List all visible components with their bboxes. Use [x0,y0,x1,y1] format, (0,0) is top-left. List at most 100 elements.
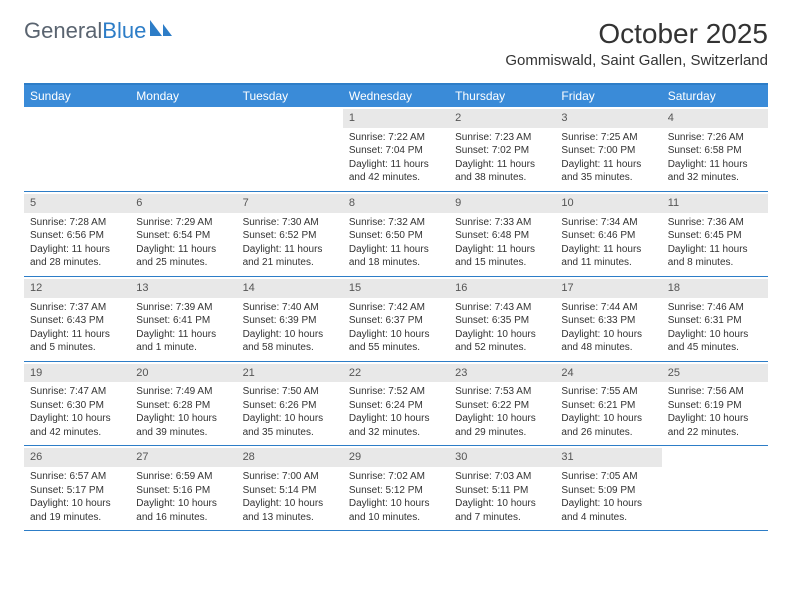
weekday-header: Saturday [662,85,768,107]
sunrise-text: Sunrise: 7:23 AM [455,131,549,145]
sunset-text: Sunset: 6:30 PM [30,399,124,413]
day-cell: 20Sunrise: 7:49 AMSunset: 6:28 PMDayligh… [130,362,236,446]
sunrise-text: Sunrise: 7:53 AM [455,385,549,399]
day-number: 23 [449,364,555,383]
day-number: 21 [237,364,343,383]
daylight-text: Daylight: 10 hours and 48 minutes. [561,328,655,355]
day-cell: 17Sunrise: 7:44 AMSunset: 6:33 PMDayligh… [555,277,661,361]
day-cell: 18Sunrise: 7:46 AMSunset: 6:31 PMDayligh… [662,277,768,361]
sunset-text: Sunset: 6:28 PM [136,399,230,413]
daylight-text: Daylight: 11 hours and 32 minutes. [668,158,762,185]
empty-cell [24,107,130,191]
week-row: 26Sunrise: 6:57 AMSunset: 5:17 PMDayligh… [24,446,768,531]
day-number: 8 [343,194,449,213]
day-cell: 21Sunrise: 7:50 AMSunset: 6:26 PMDayligh… [237,362,343,446]
day-cell: 12Sunrise: 7:37 AMSunset: 6:43 PMDayligh… [24,277,130,361]
sunset-text: Sunset: 6:24 PM [349,399,443,413]
sunset-text: Sunset: 6:43 PM [30,314,124,328]
daylight-text: Daylight: 10 hours and 4 minutes. [561,497,655,524]
day-number: 26 [24,448,130,467]
sunrise-text: Sunrise: 7:26 AM [668,131,762,145]
sunrise-text: Sunrise: 7:05 AM [561,470,655,484]
sunrise-text: Sunrise: 7:43 AM [455,301,549,315]
sunrise-text: Sunrise: 7:29 AM [136,216,230,230]
sunrise-text: Sunrise: 7:32 AM [349,216,443,230]
daylight-text: Daylight: 10 hours and 19 minutes. [30,497,124,524]
day-number: 7 [237,194,343,213]
daylight-text: Daylight: 11 hours and 8 minutes. [668,243,762,270]
sunset-text: Sunset: 6:48 PM [455,229,549,243]
logo: GeneralBlue [24,18,174,44]
weeks-container: 1Sunrise: 7:22 AMSunset: 7:04 PMDaylight… [24,107,768,531]
daylight-text: Daylight: 11 hours and 25 minutes. [136,243,230,270]
day-number: 15 [343,279,449,298]
daylight-text: Daylight: 11 hours and 15 minutes. [455,243,549,270]
day-cell: 19Sunrise: 7:47 AMSunset: 6:30 PMDayligh… [24,362,130,446]
daylight-text: Daylight: 10 hours and 52 minutes. [455,328,549,355]
sunrise-text: Sunrise: 7:49 AM [136,385,230,399]
sunset-text: Sunset: 6:41 PM [136,314,230,328]
day-cell: 14Sunrise: 7:40 AMSunset: 6:39 PMDayligh… [237,277,343,361]
sunrise-text: Sunrise: 6:57 AM [30,470,124,484]
daylight-text: Daylight: 10 hours and 29 minutes. [455,412,549,439]
week-row: 12Sunrise: 7:37 AMSunset: 6:43 PMDayligh… [24,277,768,362]
logo-general: General [24,18,102,44]
empty-cell [237,107,343,191]
sunrise-text: Sunrise: 7:50 AM [243,385,337,399]
day-cell: 8Sunrise: 7:32 AMSunset: 6:50 PMDaylight… [343,192,449,276]
weekday-header: Thursday [449,85,555,107]
day-number: 19 [24,364,130,383]
day-number: 2 [449,109,555,128]
sunset-text: Sunset: 6:56 PM [30,229,124,243]
daylight-text: Daylight: 11 hours and 5 minutes. [30,328,124,355]
sunset-text: Sunset: 7:02 PM [455,144,549,158]
sunrise-text: Sunrise: 7:03 AM [455,470,549,484]
day-number: 16 [449,279,555,298]
day-cell: 24Sunrise: 7:55 AMSunset: 6:21 PMDayligh… [555,362,661,446]
sunset-text: Sunset: 6:39 PM [243,314,337,328]
daylight-text: Daylight: 10 hours and 26 minutes. [561,412,655,439]
day-number: 10 [555,194,661,213]
day-number: 17 [555,279,661,298]
sunset-text: Sunset: 6:37 PM [349,314,443,328]
day-cell: 3Sunrise: 7:25 AMSunset: 7:00 PMDaylight… [555,107,661,191]
sunrise-text: Sunrise: 6:59 AM [136,470,230,484]
day-cell: 10 Sunrise: 7:34 AMSunset: 6:46 PMDayligh… [555,192,661,276]
weekday-header: Sunday [24,85,130,107]
sunset-text: Sunset: 7:00 PM [561,144,655,158]
daylight-text: Daylight: 11 hours and 35 minutes. [561,158,655,185]
day-number: 18 [662,279,768,298]
sunset-text: Sunset: 6:46 PM [561,229,655,243]
day-cell: 2Sunrise: 7:23 AMSunset: 7:02 PMDaylight… [449,107,555,191]
week-row: 19 Sunrise: 7:47 AMSunset: 6:30 PM Dayligh… [24,362,768,447]
day-number: 27 [130,448,236,467]
sunset-text: Sunset: 6:31 PM [668,314,762,328]
week-row: 5Sunrise: 7:28 AMSunset: 6:56 PMDaylight… [24,192,768,277]
day-number: 3 [555,109,661,128]
day-cell: 1Sunrise: 7:22 AMSunset: 7:04 PMDaylight… [343,107,449,191]
sunrise-text: Sunrise: 7:46 AM [668,301,762,315]
title-block: October 2025 Gommiswald, Saint Gallen, S… [505,18,768,69]
sunrise-text: Sunrise: 7:44 AM [561,301,655,315]
day-number: 13 [130,279,236,298]
day-number: 6 [130,194,236,213]
daylight-text: Daylight: 10 hours and 22 minutes. [668,412,762,439]
sunset-text: Sunset: 6:52 PM [243,229,337,243]
day-number: 1 [343,109,449,128]
day-number: 31 [555,448,661,467]
day-cell: 27Sunrise: 6:59 AMSunset: 5:16 PMDayligh… [130,446,236,530]
day-cell: 11Sunrise: 7:36 AMSunset: 6:45 PMDayligh… [662,192,768,276]
sunrise-text: Sunrise: 7:47 AM [30,385,124,399]
logo-sail-icon [148,18,174,44]
day-cell: 16Sunrise: 7:43 AMSunset: 6:35 PMDayligh… [449,277,555,361]
sunset-text: Sunset: 5:12 PM [349,484,443,498]
daylight-text: Daylight: 11 hours and 11 minutes. [561,243,655,270]
sunrise-text: Sunrise: 7:34 AM [561,216,655,230]
sunset-text: Sunset: 5:17 PM [30,484,124,498]
day-number: 14 [237,279,343,298]
day-number: 22 [343,364,449,383]
day-number: 9 [449,194,555,213]
day-number: 24 [555,364,661,383]
sunset-text: Sunset: 6:50 PM [349,229,443,243]
daylight-text: Daylight: 11 hours and 42 minutes. [349,158,443,185]
